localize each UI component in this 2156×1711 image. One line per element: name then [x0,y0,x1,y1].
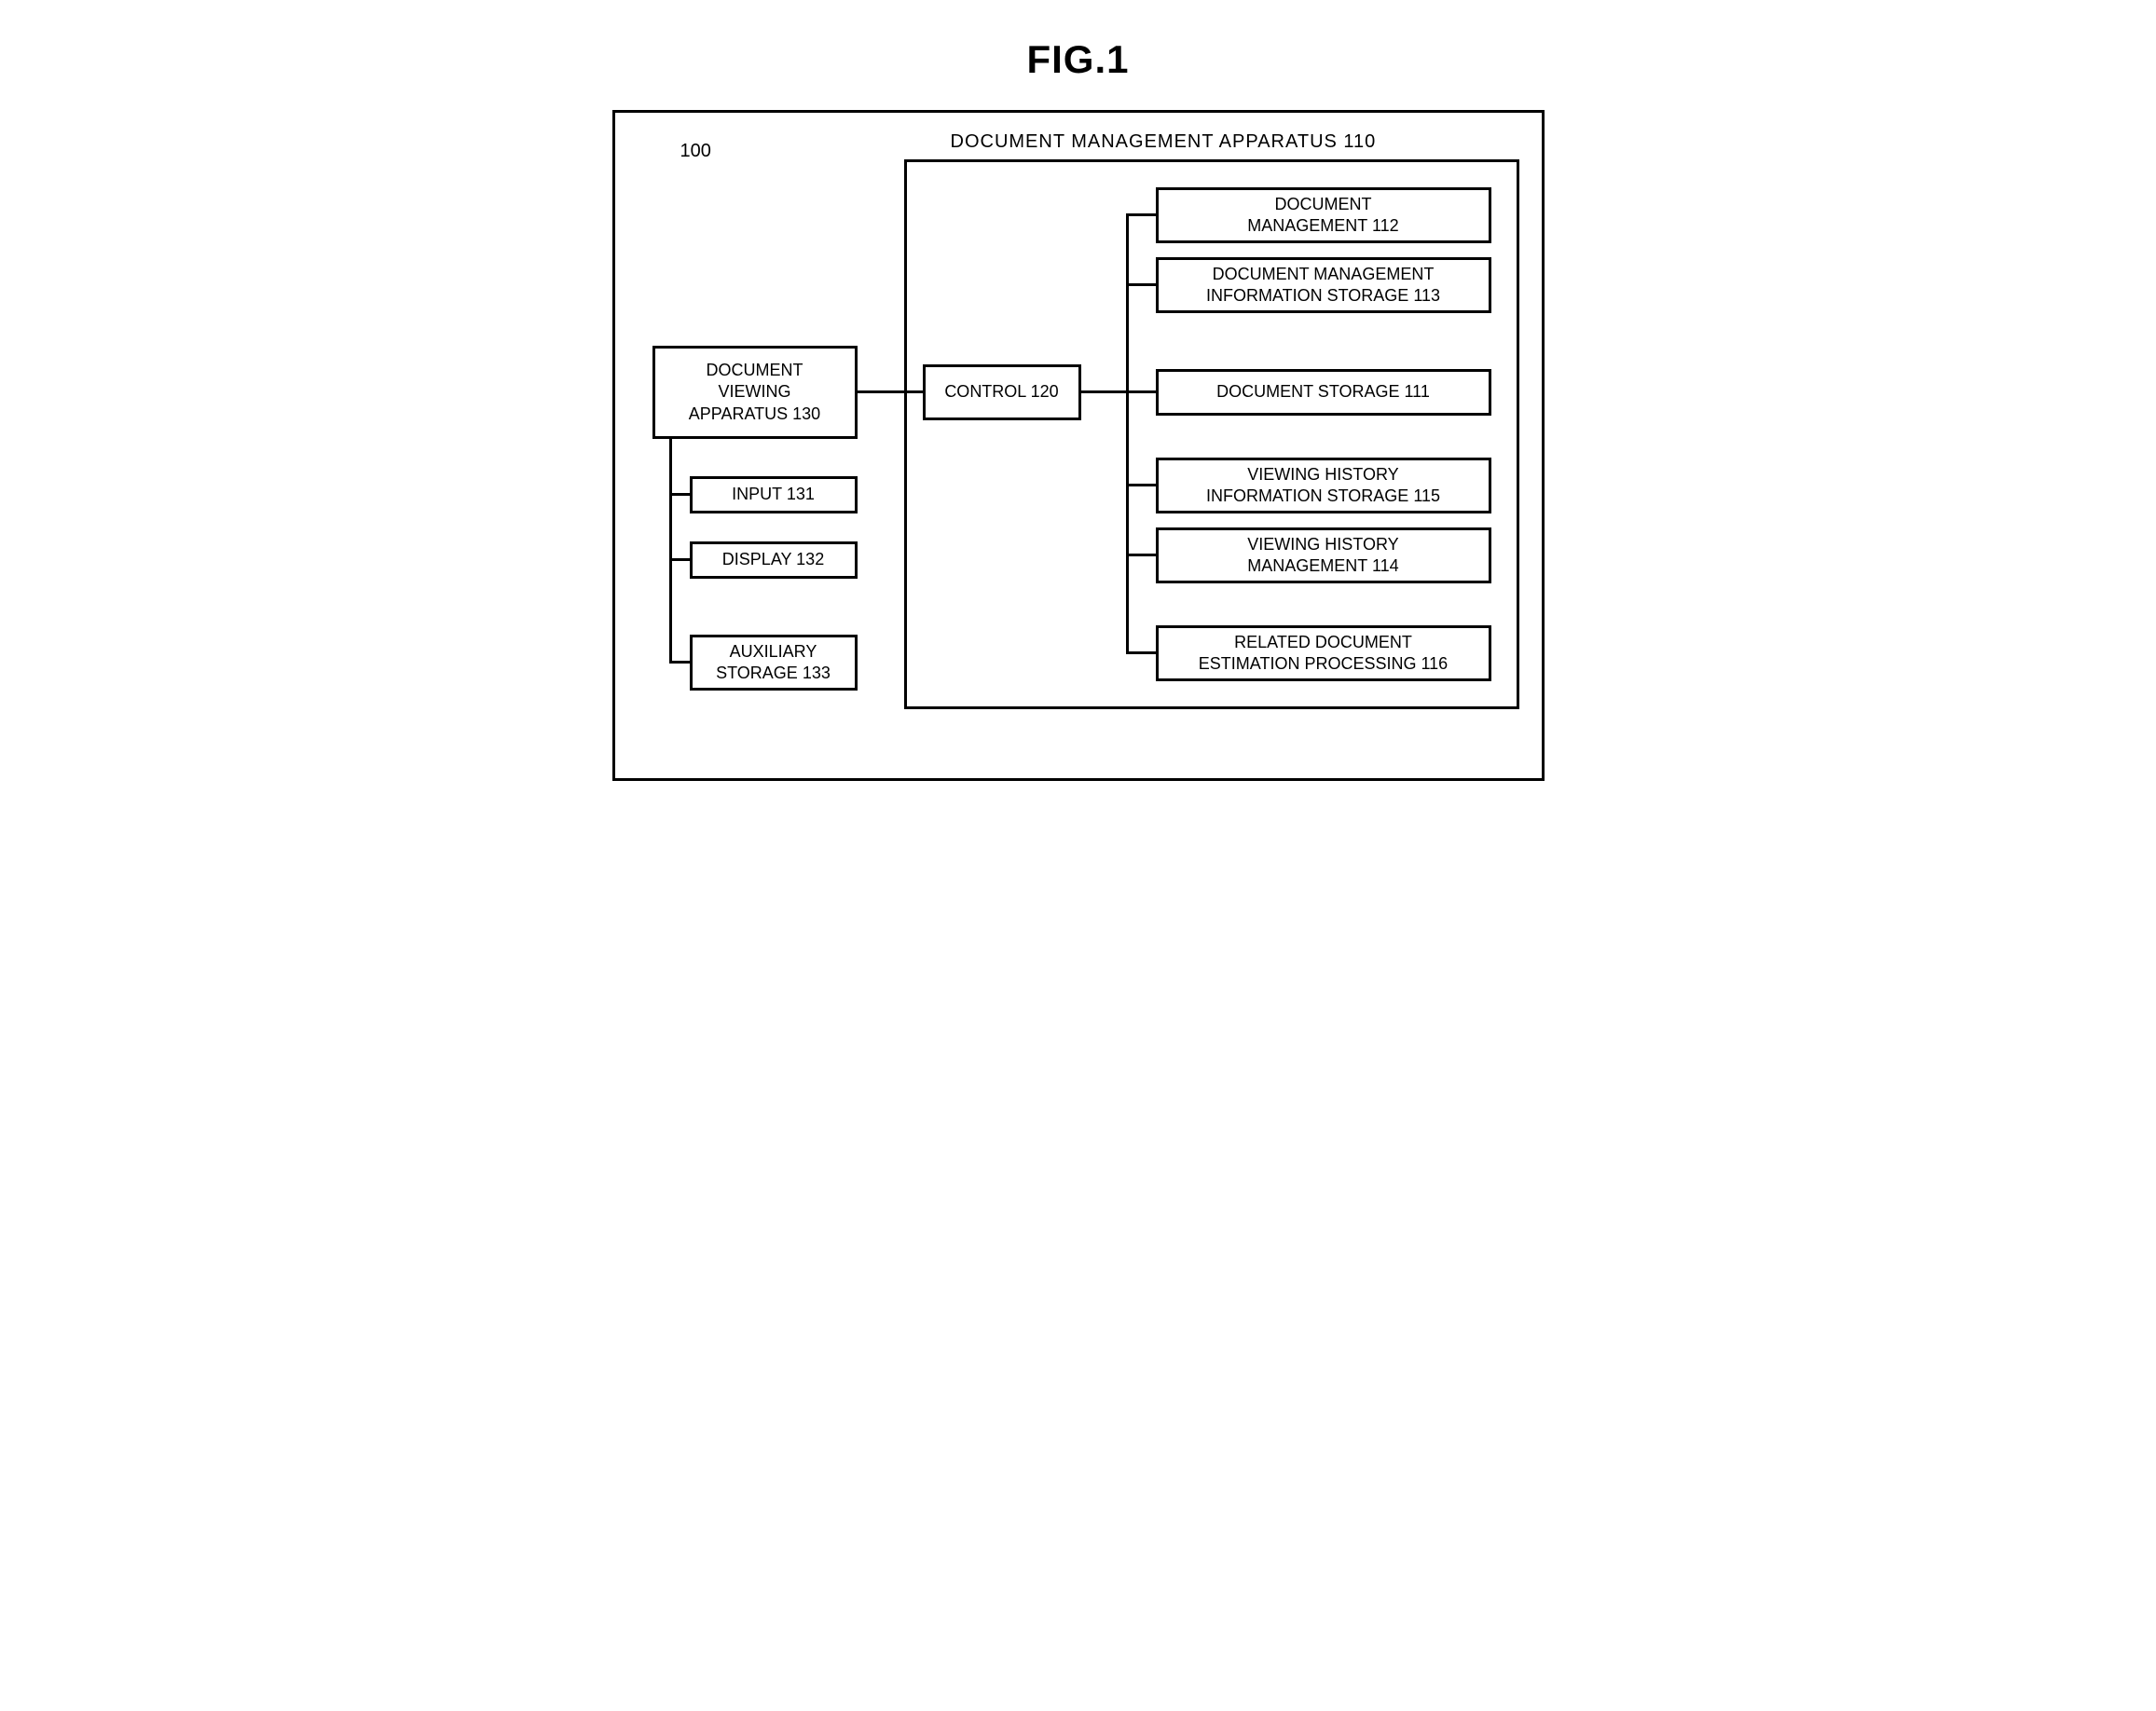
connector-line [669,439,672,663]
connector-line [1126,213,1129,653]
auxiliary-box: AUXILIARY STORAGE 133 [690,635,858,691]
figure-title: FIG.1 [37,37,2119,82]
display-box: DISPLAY 132 [690,541,858,579]
viewing-apparatus-label: DOCUMENT VIEWING APPARATUS 130 [689,360,820,425]
auxiliary-label: AUXILIARY STORAGE 133 [716,641,831,685]
connector-line [1081,390,1128,393]
control-box: CONTROL 120 [923,364,1081,420]
input-box: INPUT 131 [690,476,858,513]
apparatus-title: DOCUMENT MANAGEMENT APPARATUS 110 [951,131,1377,153]
view-history-info-label: VIEWING HISTORY INFORMATION STORAGE 115 [1206,464,1440,508]
view-history-mgmt-label: VIEWING HISTORY MANAGEMENT 114 [1247,534,1398,578]
connector-line [669,661,690,664]
diagram-outer: 100 DOCUMENT MANAGEMENT APPARATUS 110 DO… [612,110,1545,781]
connector-line [1126,390,1156,393]
doc-storage-label: DOCUMENT STORAGE 111 [1216,381,1430,403]
connector-line [1126,554,1156,556]
related-doc-box: RELATED DOCUMENT ESTIMATION PROCESSING 1… [1156,625,1491,681]
view-history-info-box: VIEWING HISTORY INFORMATION STORAGE 115 [1156,458,1491,513]
related-doc-label: RELATED DOCUMENT ESTIMATION PROCESSING 1… [1199,632,1448,676]
doc-mgmt-info-label: DOCUMENT MANAGEMENT INFORMATION STORAGE … [1206,264,1440,308]
doc-mgmt-info-box: DOCUMENT MANAGEMENT INFORMATION STORAGE … [1156,257,1491,313]
connector-line [1126,651,1156,654]
display-label: DISPLAY 132 [722,549,824,570]
doc-storage-box: DOCUMENT STORAGE 111 [1156,369,1491,416]
control-label: CONTROL 120 [944,381,1058,403]
connector-line [1126,484,1156,486]
connector-line [1126,283,1156,286]
doc-mgmt-label: DOCUMENT MANAGEMENT 112 [1247,194,1398,238]
connector-line [669,558,690,561]
connector-line [858,390,923,393]
input-label: INPUT 131 [732,484,815,505]
system-label: 100 [680,141,711,162]
doc-mgmt-box: DOCUMENT MANAGEMENT 112 [1156,187,1491,243]
connector-line [1126,213,1156,216]
viewing-apparatus-box: DOCUMENT VIEWING APPARATUS 130 [652,346,858,439]
connector-line [669,493,690,496]
view-history-mgmt-box: VIEWING HISTORY MANAGEMENT 114 [1156,527,1491,583]
